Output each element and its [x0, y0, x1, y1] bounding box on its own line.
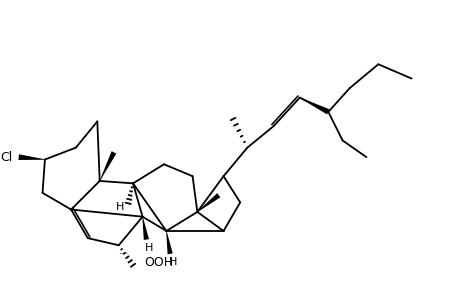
Polygon shape [142, 217, 149, 240]
Polygon shape [166, 231, 173, 254]
Polygon shape [299, 98, 329, 115]
Text: H: H [144, 243, 152, 253]
Text: H: H [115, 202, 123, 212]
Text: Cl: Cl [1, 151, 13, 164]
Polygon shape [18, 154, 45, 160]
Polygon shape [197, 193, 220, 212]
Text: ····: ···· [118, 250, 129, 259]
Text: H: H [168, 257, 176, 267]
Text: OOH: OOH [145, 256, 174, 269]
Polygon shape [99, 151, 116, 181]
